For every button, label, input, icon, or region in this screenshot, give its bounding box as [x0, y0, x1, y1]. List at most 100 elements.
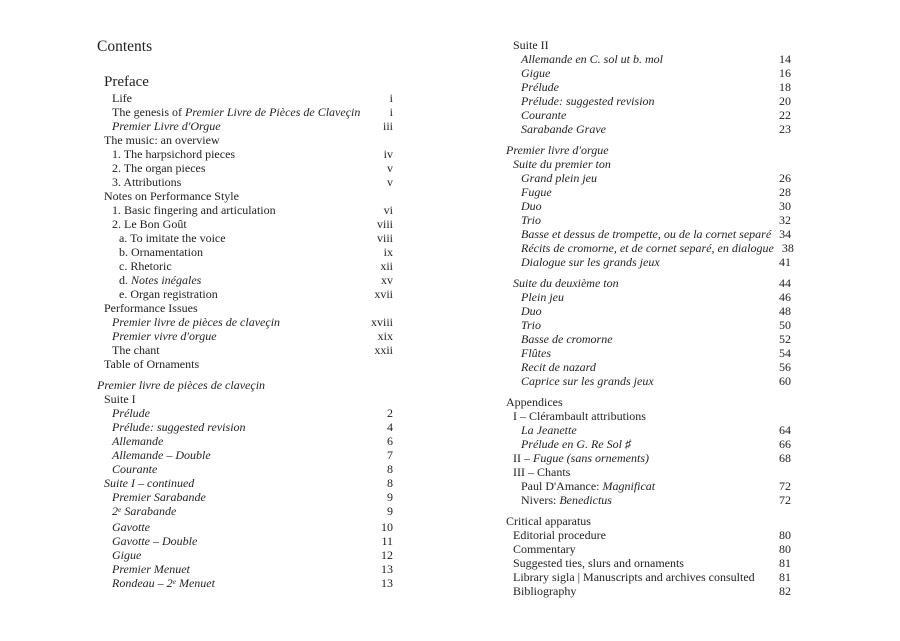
toc-entry: Suite I [97, 392, 393, 406]
toc-entry: La Jeanette 64 [506, 423, 791, 437]
toc-entry-title: 2e Sarabande [112, 504, 177, 518]
toc-entry: Basse de cromorne 52 [506, 332, 791, 346]
toc-entry-page: xvii [374, 287, 393, 301]
toc-entry-title: Premier Menuet [112, 562, 190, 576]
toc-entry-page: 13 [381, 576, 393, 590]
toc-entry-page: i [389, 91, 393, 105]
toc-entry-page: 66 [779, 437, 791, 451]
toc-entry-page: 52 [779, 332, 791, 346]
toc-entry-title: 1. Basic fingering and articulation [112, 203, 276, 217]
toc-entry: 2. The organ pieces v [97, 161, 393, 175]
toc-entry: 3. Attributions v [97, 175, 393, 189]
toc-entry-page: 28 [779, 185, 791, 199]
toc-entry-title: e. Organ registration [119, 287, 218, 301]
toc-entry-title: Gigue [112, 548, 142, 562]
toc-entry-title: Duo [521, 199, 542, 213]
toc-entry-page: xviii [370, 315, 393, 329]
toc-entry-title: a. To imitate the voice [119, 231, 226, 245]
toc-entry-title: 3. Attributions [112, 175, 182, 189]
toc-entry-title: 2. Le Bon Goût [112, 217, 187, 231]
toc-entry-page: 23 [779, 122, 791, 136]
toc-entry-page: 82 [779, 584, 791, 598]
toc-entry-page: 41 [779, 255, 791, 269]
toc-entry: Trio 32 [506, 213, 791, 227]
toc-entry: Bibliography 82 [506, 584, 791, 598]
toc-entry-page: iii [382, 119, 393, 133]
toc-entry-page: 46 [779, 290, 791, 304]
toc-entry: The genesis of Premier Livre de Pièces d… [97, 105, 393, 119]
toc-entry-title: Nivers: Benedictus [521, 493, 612, 507]
toc-entry-title: d. Notes inégales [119, 273, 202, 287]
toc-entry: Life i [97, 91, 393, 105]
toc-entry: I – Clérambault attributions [506, 409, 791, 423]
toc-entry-title: Gavotte – Double [112, 534, 198, 548]
toc-entry: Gigue 16 [506, 66, 791, 80]
toc-entry-title: Suite I [104, 392, 136, 406]
toc-entry-page: 81 [779, 556, 791, 570]
toc-entry-title: Rondeau – 2e Menuet [112, 576, 215, 590]
toc-entry: The music: an overview [97, 133, 393, 147]
toc-entry-title: Premier Livre d'Orgue [112, 119, 221, 133]
toc-entry-page: i [389, 105, 393, 119]
toc-entry-page: 16 [779, 66, 791, 80]
toc-entry-title: The genesis of Premier Livre de Pièces d… [112, 105, 361, 119]
toc-entry: Performance Issues [97, 301, 393, 315]
toc-entry: Rondeau – 2e Menuet 13 [97, 576, 393, 592]
toc-entry-page: ix [383, 245, 393, 259]
toc-entry-title: Performance Issues [104, 301, 198, 315]
toc-entry: Prélude en G. Re Sol ♯ 66 [506, 437, 791, 451]
toc-entry: Preface [97, 73, 393, 91]
toc-entry-title: Appendices [506, 395, 563, 409]
toc-entry: Prélude: suggested revision 4 [97, 420, 393, 434]
toc-entry-page: 54 [779, 346, 791, 360]
toc-entry: Premier livre de pièces de claveçin xviii [97, 315, 393, 329]
toc-entry-title: Premier livre de pièces de claveçin [97, 378, 266, 392]
toc-entry-page: xv [381, 273, 393, 287]
toc-entry-page: 32 [779, 213, 791, 227]
toc-entry-title: The chant [112, 343, 160, 357]
toc-entry-title: Gigue [521, 66, 551, 80]
toc-entry-title: Allemande [112, 434, 164, 448]
toc-entry-title: Basse de cromorne [521, 332, 613, 346]
toc-entry-title: Basse et dessus de trompette, ou de la c… [521, 227, 772, 241]
toc-entry-page: xix [377, 329, 393, 343]
toc-entry: c. Rhetoric xii [97, 259, 393, 273]
toc-entry-title: Prélude [112, 406, 150, 420]
toc-entry: Courante 22 [506, 108, 791, 122]
toc-entry-title: Suite II [513, 38, 549, 52]
toc-entry-page: 4 [387, 420, 393, 434]
toc-entry-title: Prélude en G. Re Sol ♯ [521, 437, 631, 451]
toc-entry-page: 72 [779, 493, 791, 507]
toc-entry: Premier Menuet 13 [97, 562, 393, 576]
toc-entry: 1. The harpsichord pieces iv [97, 147, 393, 161]
toc-entry: Récits de cromorne, et de cornet separé,… [506, 241, 794, 255]
toc-entry-title: Premier livre de pièces de claveçin [112, 315, 281, 329]
toc-entry-title: Suite du premier ton [513, 157, 611, 171]
toc-entry-title: II – Fugue (sans ornements) [513, 451, 649, 465]
toc-entry-page: 14 [779, 52, 791, 66]
toc-entry-page: xii [380, 259, 393, 273]
toc-entry-title: Table of Ornaments [104, 357, 200, 371]
toc-entry-title: Allemande en C. sol ut b. mol [521, 52, 663, 66]
toc-entries-left: Preface Life i The genesis of Premier Livre… [97, 73, 393, 592]
toc-entry-title: Caprice sur les grands jeux [521, 374, 654, 388]
toc-entry: b. Ornamentation ix [97, 245, 393, 259]
toc-entry-title: Premier livre d'orgue [506, 143, 609, 157]
toc-entry: Fugue 28 [506, 185, 791, 199]
toc-entry-page: 18 [779, 80, 791, 94]
toc-entry: d. Notes inégales xv [97, 273, 393, 287]
toc-entry-page: 7 [387, 448, 393, 462]
toc-entry-title: Editorial procedure [513, 528, 606, 542]
toc-entry-page: v [387, 175, 393, 189]
toc-entry: Suite II [506, 38, 791, 52]
toc-entry-title: Premier Sarabande [112, 490, 206, 504]
toc-entry-title: Trio [521, 213, 542, 227]
toc-entry: Nivers: Benedictus 72 [506, 493, 791, 507]
toc-entry-title: Paul D'Amance: Magnificat [521, 479, 656, 493]
toc-entry-page: 10 [381, 520, 393, 534]
toc-entry-page: 6 [387, 434, 393, 448]
toc-entry-title: Notes on Performance Style [104, 189, 239, 203]
toc-entry: e. Organ registration xvii [97, 287, 393, 301]
toc-entry-title: Bibliography [513, 584, 577, 598]
toc-entry-title: 2. The organ pieces [112, 161, 206, 175]
